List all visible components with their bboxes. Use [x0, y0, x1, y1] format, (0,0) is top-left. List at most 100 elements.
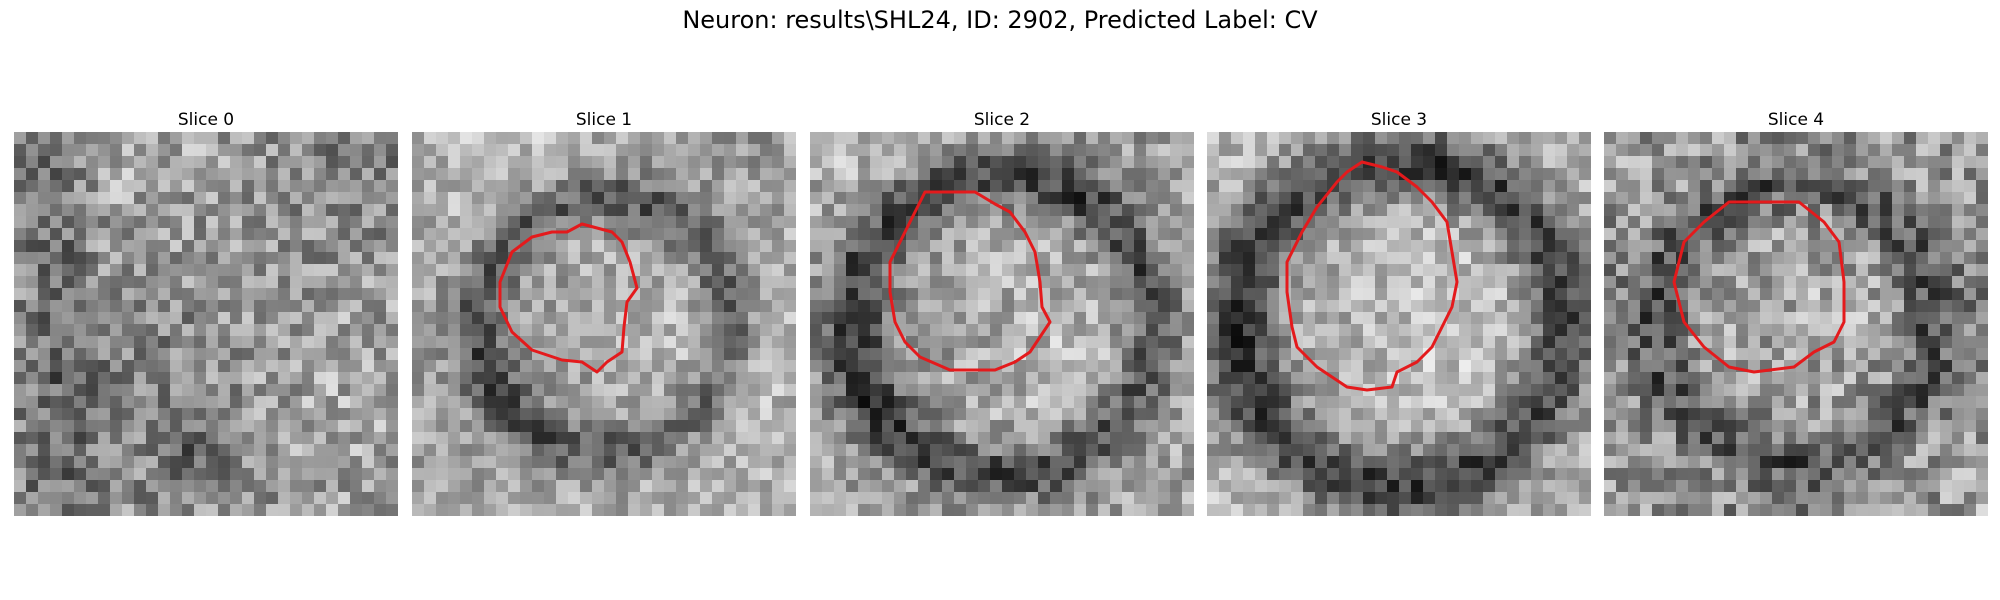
pixel-cell	[412, 444, 424, 456]
pixel-cell	[954, 480, 966, 492]
pixel-cell	[1435, 156, 1447, 168]
pixel-cell	[1098, 228, 1110, 240]
pixel-cell	[1700, 372, 1712, 384]
pixel-cell	[1327, 444, 1339, 456]
pixel-cell	[1158, 348, 1170, 360]
pixel-cell	[122, 408, 134, 420]
pixel-cell	[1375, 444, 1387, 456]
pixel-cell	[1291, 300, 1303, 312]
pixel-cell	[616, 204, 628, 216]
pixel-cell	[1712, 132, 1724, 144]
pixel-cell	[14, 420, 26, 432]
pixel-cell	[1231, 312, 1243, 324]
pixel-cell	[1832, 144, 1844, 156]
pixel-cell	[350, 276, 362, 288]
pixel-cell	[846, 228, 858, 240]
pixel-cell	[1146, 372, 1158, 384]
pixel-cell	[688, 504, 700, 516]
pixel-cell	[1351, 336, 1363, 348]
pixel-cell	[278, 492, 290, 504]
pixel-cell	[930, 288, 942, 300]
pixel-cell	[218, 216, 230, 228]
pixel-cell	[966, 300, 978, 312]
pixel-cell	[1760, 420, 1772, 432]
pixel-cell	[1327, 168, 1339, 180]
pixel-cell	[26, 492, 38, 504]
pixel-cell	[556, 132, 568, 144]
pixel-cell	[1315, 216, 1327, 228]
pixel-cell	[50, 372, 62, 384]
pixel-cell	[86, 396, 98, 408]
pixel-cell	[386, 168, 398, 180]
pixel-cell	[1736, 384, 1748, 396]
pixel-cell	[676, 504, 688, 516]
pixel-cell	[1219, 384, 1231, 396]
pixel-cell	[1339, 216, 1351, 228]
pixel-cell	[86, 288, 98, 300]
pixel-cell	[1207, 252, 1219, 264]
slice-title-2: Slice 2	[973, 110, 1031, 130]
pixel-cell	[1904, 432, 1916, 444]
pixel-cell	[942, 228, 954, 240]
pixel-cell	[1122, 240, 1134, 252]
pixel-cell	[810, 480, 822, 492]
pixel-cell	[1976, 204, 1988, 216]
pixel-cell	[1904, 168, 1916, 180]
pixel-cell	[1952, 180, 1964, 192]
pixel-cell	[1062, 372, 1074, 384]
pixel-cell	[664, 192, 676, 204]
pixel-cell	[1086, 456, 1098, 468]
pixel-cell	[1435, 264, 1447, 276]
pixel-cell	[568, 132, 580, 144]
pixel-cell	[1495, 348, 1507, 360]
pixel-cell	[1712, 288, 1724, 300]
pixel-cell	[1748, 216, 1760, 228]
pixel-cell	[170, 288, 182, 300]
pixel-cell	[1543, 288, 1555, 300]
pixel-cell	[906, 492, 918, 504]
pixel-cell	[846, 204, 858, 216]
pixel-cell	[1459, 156, 1471, 168]
pixel-cell	[460, 372, 472, 384]
pixel-cell	[1074, 444, 1086, 456]
pixel-cell	[918, 480, 930, 492]
pixel-cell	[1616, 372, 1628, 384]
pixel-cell	[1074, 204, 1086, 216]
pixel-cell	[918, 384, 930, 396]
pixel-cell	[870, 240, 882, 252]
pixel-cell	[50, 216, 62, 228]
pixel-cell	[278, 456, 290, 468]
pixel-cell	[652, 432, 664, 444]
pixel-cell	[942, 252, 954, 264]
pixel-cell	[810, 456, 822, 468]
pixel-cell	[1062, 384, 1074, 396]
pixel-cell	[1832, 132, 1844, 144]
pixel-cell	[676, 156, 688, 168]
pixel-cell	[1700, 300, 1712, 312]
pixel-cell	[1423, 384, 1435, 396]
pixel-cell	[206, 408, 218, 420]
pixel-cell	[1483, 420, 1495, 432]
pixel-cell	[760, 384, 772, 396]
pixel-cell	[846, 360, 858, 372]
pixel-cell	[604, 132, 616, 144]
pixel-cell	[412, 192, 424, 204]
pixel-cell	[1880, 252, 1892, 264]
pixel-cell	[906, 132, 918, 144]
pixel-cell	[362, 144, 374, 156]
pixel-cell	[1291, 156, 1303, 168]
pixel-cell	[412, 384, 424, 396]
pixel-cell	[266, 168, 278, 180]
pixel-cell	[954, 336, 966, 348]
pixel-cell	[1531, 324, 1543, 336]
pixel-cell	[218, 132, 230, 144]
pixel-cell	[146, 504, 158, 516]
pixel-cell	[712, 168, 724, 180]
pixel-cell	[86, 420, 98, 432]
pixel-cell	[1411, 204, 1423, 216]
pixel-cell	[822, 480, 834, 492]
pixel-cell	[1820, 156, 1832, 168]
pixel-cell	[1892, 324, 1904, 336]
pixel-cell	[170, 324, 182, 336]
pixel-cell	[350, 144, 362, 156]
